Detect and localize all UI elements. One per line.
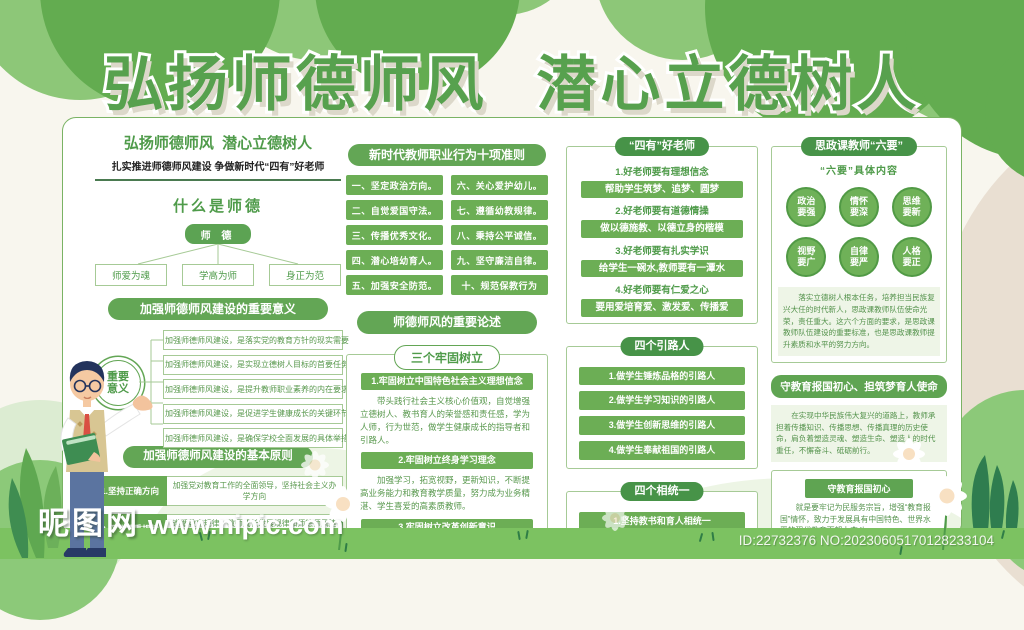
- four-guides-item: 4.做学生奉献祖国的引路人: [579, 441, 745, 460]
- shide-child-box: 身正为范: [269, 264, 341, 286]
- six-must-circle: 自律要严: [839, 237, 879, 277]
- column-norms-discourse: 新时代教师职业行为十项准则 一、坚定政治方向。 六、关心爱护幼儿。 二、自觉爱国…: [346, 118, 548, 537]
- image-id-text: ID:22732376 NO:20230605170128233104: [739, 533, 994, 548]
- norm-item: 八、秉持公平诚信。: [451, 225, 548, 245]
- shide-child-box: 学高为师: [182, 264, 254, 286]
- what-is-shide-title: 什么是师德: [93, 195, 343, 216]
- norm-item: 十、规范保教行为: [451, 275, 548, 295]
- six-must-circle: 思维要新: [892, 187, 932, 227]
- four-haves-container: “四有”好老师 1.好老师要有理想信念 帮助学生筑梦、追梦、圆梦 2.好老师要有…: [566, 146, 758, 324]
- importance-section-title: 加强师德师风建设的重要意义: [108, 298, 328, 320]
- six-must-circle: 政治要强: [786, 187, 826, 227]
- six-must-circle: 情怀要深: [839, 187, 879, 227]
- discourse-container: 三个牢固树立 1.牢固树立中国特色社会主义理想信念 带头践行社会主义核心价值观，…: [346, 354, 548, 537]
- norm-item: 三、传播优秀文化。: [346, 225, 443, 245]
- mission-item-title: 守教育报国初心: [805, 479, 913, 498]
- six-musts-container: 思政课教师“六要” “六要”具体内容 政治要强 情怀要深 思维要新 视野要广 自…: [771, 146, 947, 363]
- six-musts-grid: 政治要强 情怀要深 思维要新 视野要广 自律要严 人格要正: [782, 187, 936, 277]
- discourse-section-title: 师德师风的重要论述: [357, 311, 537, 333]
- six-musts-subtitle: “六要”具体内容: [778, 162, 940, 177]
- importance-item: 加强师德师风建设，是落实党的教育方针的现实需要: [163, 330, 343, 350]
- norm-item: 二、自觉爱国守法。: [346, 200, 443, 220]
- four-haves-item-desc: 要用爱培育爱、激发爱、传播爱: [581, 299, 743, 316]
- column1-header: 弘扬师德师风 潜心立德树人: [93, 132, 343, 153]
- shide-root-pill: 师 德: [185, 224, 251, 244]
- poster-main-title: 弘扬师德师风 潜心立德树人: [0, 36, 1024, 123]
- four-haves-item-desc: 给学生一碗水,教师要有一潭水: [581, 260, 743, 277]
- four-haves-item-title: 1.好老师要有理想信念: [573, 164, 751, 178]
- column1-subheader: 扎实推进师德师风建设 争做新时代“四有”好老师: [93, 158, 343, 173]
- content-panel: 弘扬师德师风 潜心立德树人 扎实推进师德师风建设 争做新时代“四有”好老师 什么…: [62, 117, 962, 537]
- four-guides-item: 2.做学生学习知识的引路人: [579, 391, 745, 410]
- norms-grid: 一、坚定政治方向。 六、关心爱护幼儿。 二、自觉爱国守法。 七、遵循幼教规律。 …: [346, 175, 548, 295]
- four-haves-item-desc: 做以德施教、以德立身的楷模: [581, 220, 743, 237]
- divider-line: [95, 179, 341, 181]
- discourse-item-title: 2.牢固树立终身学习理念: [361, 452, 533, 469]
- importance-item: 加强师德师风建设，是实现立德树人目标的首要任务: [163, 355, 343, 375]
- three-establish-pill: 三个牢固树立: [394, 345, 500, 370]
- mission-section-title: 守教育报国初心、担筑梦育人使命: [771, 375, 947, 398]
- importance-item: 加强师德师风建设，是促进学生健康成长的关键环节: [163, 404, 343, 424]
- column-four-series: “四有”好老师 1.好老师要有理想信念 帮助学生筑梦、追梦、圆梦 2.好老师要有…: [566, 118, 758, 537]
- discourse-item-title: 1.牢固树立中国特色社会主义理想信念: [361, 373, 533, 390]
- watermark: 昵图网 www.nipic.com: [38, 498, 344, 543]
- norm-item: 一、坚定政治方向。: [346, 175, 443, 195]
- four-haves-item-title: 2.好老师要有道德情操: [573, 203, 751, 217]
- four-haves-item-title: 3.好老师要有扎实学识: [573, 243, 751, 257]
- importance-item: 加强师德师风建设，是提升教师职业素养的内在要求: [163, 379, 343, 399]
- norm-item: 九、坚守廉洁自律。: [451, 250, 548, 270]
- daisy-flower-icon: [595, 498, 635, 538]
- four-haves-item-title: 4.好老师要有仁爱之心: [573, 282, 751, 296]
- six-must-circle: 人格要正: [892, 237, 932, 277]
- four-haves-title: “四有”好老师: [615, 137, 709, 156]
- four-guides-item: 3.做学生创新思维的引路人: [579, 416, 745, 435]
- shide-children-row: 师爱为魂 学高为师 身正为范: [95, 264, 341, 286]
- four-guides-title: 四个引路人: [621, 337, 704, 356]
- norm-item: 七、遵循幼教规律。: [451, 200, 548, 220]
- nipic-url-text: www.nipic.com: [148, 510, 344, 541]
- four-guides-container: 四个引路人 1.做学生锤炼品格的引路人 2.做学生学习知识的引路人 3.做学生创…: [566, 346, 758, 469]
- discourse-item-desc: 加强学习，拓宽视野，更新知识，不断提高业务能力和教育教学质量，努力成为业务精湛、…: [360, 474, 534, 514]
- norm-item: 五、加强安全防范。: [346, 275, 443, 295]
- six-musts-title: 思政课教师“六要”: [801, 137, 917, 156]
- importance-items: 加强师德师风建设，是落实党的教育方针的现实需要 加强师德师风建设，是实现立德树人…: [163, 330, 343, 453]
- tree-connector-lines: [98, 244, 338, 264]
- daisy-flower-icon: [295, 445, 335, 485]
- four-haves-item-desc: 帮助学生筑梦、追梦、圆梦: [581, 181, 743, 198]
- six-must-circle: 视野要广: [786, 237, 826, 277]
- nipic-logo: 昵图网: [38, 498, 140, 543]
- norm-item: 四、潜心培幼育人。: [346, 250, 443, 270]
- norm-item: 六、关心爱护幼儿。: [451, 175, 548, 195]
- norms-section-title: 新时代教师职业行为十项准则: [348, 144, 546, 166]
- four-guides-item: 1.做学生锤炼品格的引路人: [579, 367, 745, 386]
- discourse-item-desc: 带头践行社会主义核心价值观，自觉增强立德树人、教书育人的荣誉感和责任感，学为人师…: [360, 395, 534, 448]
- six-musts-note: 落实立德树人根本任务，培养担当民族复兴大任的时代新人，思政课教师队伍使命光荣，责…: [778, 287, 940, 356]
- shide-child-box: 师爱为魂: [95, 264, 167, 286]
